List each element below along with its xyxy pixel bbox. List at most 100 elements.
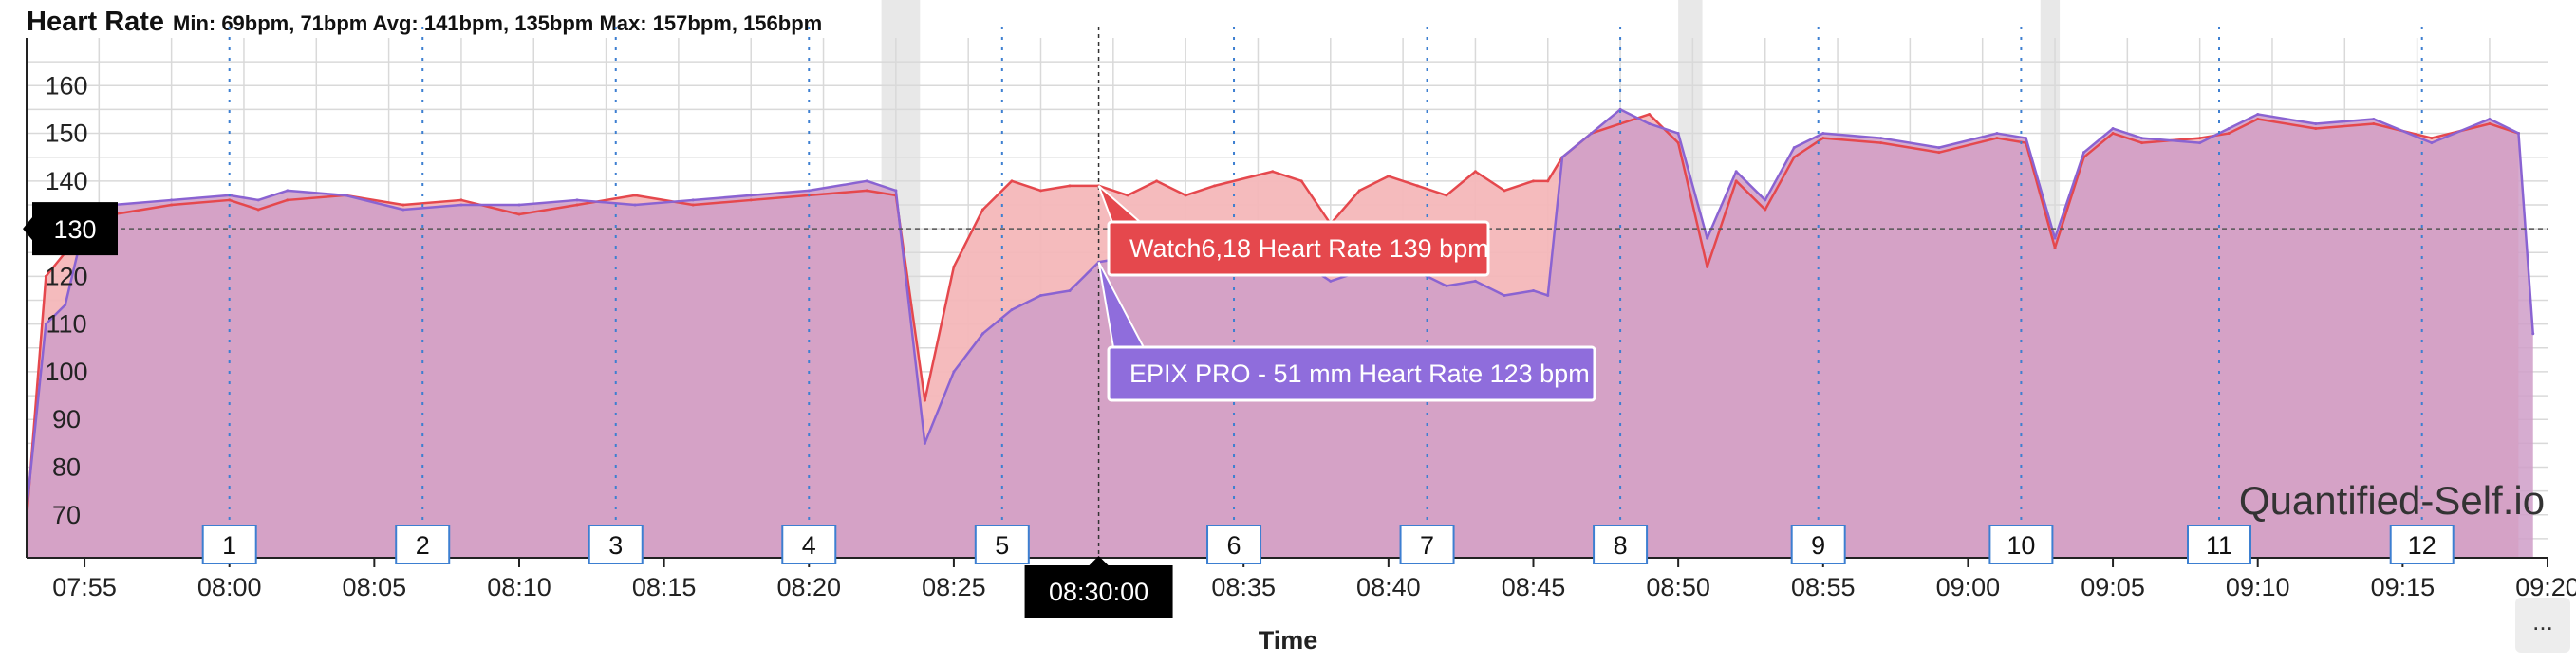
x-tick-label: 08:20 bbox=[776, 573, 841, 601]
data-point bbox=[1473, 170, 1477, 174]
lap-marker-label[interactable]: 1 bbox=[222, 531, 236, 560]
crosshair-x-pointer bbox=[1089, 556, 1109, 565]
data-point bbox=[1271, 170, 1275, 174]
data-point bbox=[2082, 151, 2086, 155]
lap-marker-box[interactable] bbox=[1593, 525, 1649, 564]
data-point bbox=[1445, 194, 1448, 197]
data-point bbox=[459, 203, 463, 207]
lap-marker-box[interactable] bbox=[201, 525, 257, 564]
lap-marker-box[interactable] bbox=[2389, 525, 2455, 564]
x-tick-label: 09:10 bbox=[2226, 573, 2290, 601]
lap-marker-label[interactable]: 7 bbox=[1420, 531, 1434, 560]
lap-marker-label[interactable]: 3 bbox=[608, 531, 623, 560]
data-point bbox=[1734, 179, 1738, 183]
series-line-1[interactable] bbox=[27, 113, 2519, 520]
data-point bbox=[633, 194, 637, 197]
chart-title: Heart Rate bbox=[27, 7, 164, 37]
data-point bbox=[2256, 117, 2260, 120]
y-tick-label: 70 bbox=[52, 501, 81, 529]
data-point bbox=[1531, 179, 1535, 183]
x-tick-label: 08:55 bbox=[1791, 573, 1856, 601]
data-point bbox=[1879, 137, 1883, 140]
y-tick-label: 80 bbox=[52, 452, 81, 481]
data-point bbox=[2140, 137, 2144, 140]
data-point bbox=[517, 203, 521, 207]
lap-marker-box[interactable] bbox=[1988, 525, 2054, 564]
crosshair-x-label: 08:30:00 bbox=[1049, 578, 1148, 606]
data-point bbox=[1039, 293, 1043, 297]
data-point bbox=[2314, 127, 2318, 131]
data-point bbox=[459, 198, 463, 202]
data-point bbox=[1213, 184, 1217, 188]
data-point bbox=[286, 198, 289, 202]
data-point bbox=[64, 304, 67, 307]
data-point bbox=[2227, 127, 2231, 131]
data-point bbox=[44, 323, 47, 326]
data-point bbox=[691, 203, 695, 207]
more-options-button[interactable]: ... bbox=[2515, 598, 2570, 653]
watermark-text: Quantified-Self.io bbox=[2239, 478, 2545, 523]
tooltip-box bbox=[1107, 345, 1596, 402]
data-point bbox=[2053, 246, 2057, 249]
data-point bbox=[2430, 137, 2434, 140]
lap-marker-label[interactable]: 2 bbox=[416, 531, 430, 560]
data-point bbox=[1415, 184, 1419, 188]
data-point bbox=[691, 198, 695, 202]
data-point bbox=[575, 203, 579, 207]
lap-marker-box[interactable] bbox=[1790, 525, 1846, 564]
lap-marker-box[interactable] bbox=[2187, 525, 2252, 564]
lap-marker-label[interactable]: 12 bbox=[2408, 531, 2436, 560]
data-point bbox=[256, 208, 260, 212]
lap-marker-label[interactable]: 4 bbox=[802, 531, 816, 560]
data-point bbox=[1648, 121, 1652, 125]
data-point bbox=[952, 370, 956, 374]
lap-marker-box[interactable] bbox=[974, 525, 1030, 564]
crosshair-y-label: 130 bbox=[53, 215, 96, 244]
lap-marker-label[interactable]: 9 bbox=[1811, 531, 1825, 560]
data-point bbox=[1039, 189, 1043, 193]
y-tick-label: 110 bbox=[46, 310, 86, 339]
data-point bbox=[2488, 121, 2492, 125]
data-point bbox=[2227, 132, 2231, 136]
data-point bbox=[1995, 132, 1999, 136]
lap-marker-box[interactable] bbox=[395, 525, 451, 564]
data-point bbox=[865, 189, 868, 193]
data-point bbox=[2488, 117, 2492, 120]
data-point bbox=[2430, 141, 2434, 145]
data-point bbox=[228, 198, 232, 202]
lap-marker-box[interactable] bbox=[1399, 525, 1455, 564]
data-point bbox=[2198, 137, 2202, 140]
lap-marker-box[interactable] bbox=[588, 525, 644, 564]
y-tick-label: 140 bbox=[45, 167, 87, 195]
lap-marker-box[interactable] bbox=[781, 525, 837, 564]
data-point bbox=[1821, 132, 1825, 136]
lap-marker-box[interactable] bbox=[1206, 525, 1262, 564]
data-point bbox=[2198, 141, 2202, 145]
data-point bbox=[1937, 151, 1941, 155]
series-area-2 bbox=[27, 109, 2533, 558]
data-point bbox=[1706, 265, 1709, 268]
data-point bbox=[401, 208, 405, 212]
data-point bbox=[286, 189, 289, 193]
data-point bbox=[1010, 308, 1014, 312]
data-point bbox=[1473, 279, 1477, 283]
lap-marker-label[interactable]: 6 bbox=[1227, 531, 1241, 560]
data-point bbox=[980, 332, 984, 336]
lap-marker-label[interactable]: 8 bbox=[1614, 531, 1628, 560]
data-point bbox=[749, 198, 753, 202]
data-point bbox=[807, 189, 811, 193]
lap-marker-label[interactable]: 11 bbox=[2206, 531, 2232, 560]
data-point bbox=[2372, 121, 2376, 125]
x-tick-label: 09:05 bbox=[2081, 573, 2145, 601]
y-tick-label: 90 bbox=[52, 405, 81, 433]
lap-marker-label[interactable]: 5 bbox=[995, 531, 1009, 560]
data-point bbox=[1879, 141, 1883, 145]
data-point bbox=[1299, 179, 1303, 183]
data-point bbox=[1068, 288, 1072, 292]
data-point bbox=[1445, 284, 1448, 287]
data-point bbox=[1531, 288, 1535, 292]
data-point bbox=[2140, 141, 2144, 145]
lap-marker-label[interactable]: 10 bbox=[2007, 531, 2035, 560]
data-point bbox=[2053, 236, 2057, 240]
